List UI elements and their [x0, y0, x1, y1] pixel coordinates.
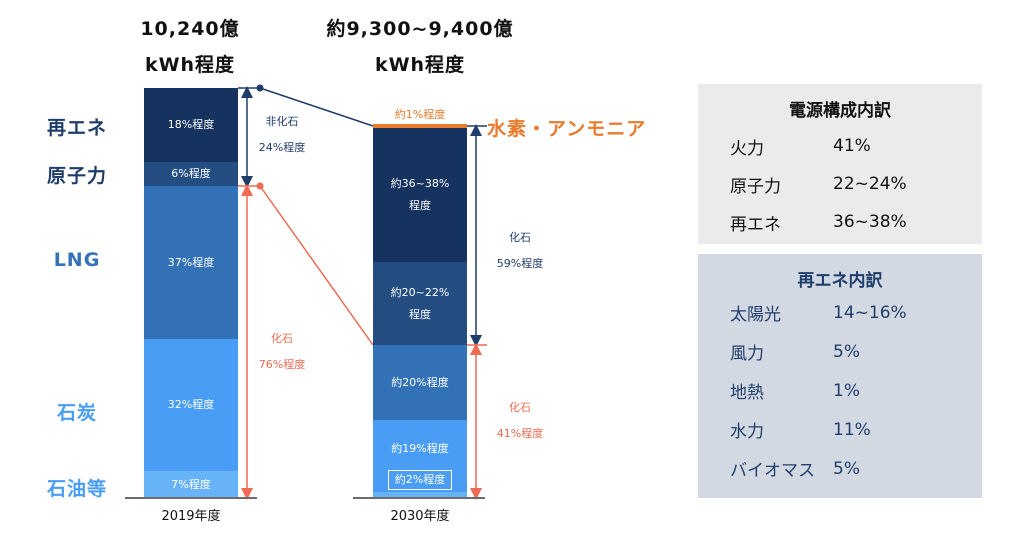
bar-2030: 約36~38% 程度 約20~22% 程度 約20%程度 約19%程度	[373, 124, 467, 498]
baseline-2019	[125, 497, 257, 499]
year-label-2019: 2019年度	[161, 509, 221, 524]
segment-lng-2030: 約20%程度	[373, 345, 467, 420]
category-oil: 石油等	[46, 478, 107, 500]
segment-nuclear-2030: 約20~22% 程度	[373, 262, 467, 345]
row-value: 5%	[833, 458, 860, 479]
row-value: 22~24%	[833, 174, 907, 194]
bar-2019: 18%程度 6%程度 37%程度 32%程度 7%程度	[144, 88, 238, 498]
segment-label: 程度	[409, 199, 431, 212]
panel-row: 風力 5%	[698, 332, 982, 371]
category-coal: 石炭	[56, 402, 97, 424]
annotation-value: 59%程度	[496, 257, 544, 270]
row-value: 41%	[833, 136, 871, 156]
annotation-fossil-2030: 化石 41%程度	[490, 395, 550, 447]
row-value: 11%	[833, 419, 871, 440]
segment-label: 約20%程度	[391, 375, 449, 389]
segment-label: 18%程度	[167, 118, 215, 131]
segment-label: 約19%程度	[391, 442, 449, 455]
row-key: バイオマス	[730, 461, 815, 481]
label-hydrogen-2030: 約1%程度	[394, 108, 446, 121]
annotation-value: 76%程度	[258, 358, 306, 371]
total-2019-line1: 10,240億	[140, 18, 240, 40]
panel-renewable-title: 再エネ内訳	[797, 271, 883, 291]
baseline-2030	[353, 497, 485, 499]
category-renewable: 再エネ	[46, 117, 107, 139]
segment-label: 程度	[409, 307, 431, 321]
category-nuclear: 原子力	[46, 165, 107, 187]
panel-row: 太陽光 14~16%	[698, 293, 982, 332]
row-key: 再エネ	[730, 214, 781, 235]
annotation-label: 化石	[271, 332, 293, 345]
panel-power-mix-title: 電源構成内訳	[789, 101, 891, 121]
panel-power-mix: 電源構成内訳 火力 41% 原子力 22~24% 再エネ 36~38%	[698, 84, 982, 244]
row-value: 36~38%	[833, 212, 907, 232]
row-key: 火力	[730, 138, 764, 159]
category-hydrogen: 水素・アンモニア	[487, 118, 647, 140]
segment-renewable-2019: 18%程度	[144, 88, 238, 162]
annotation-value: 24%程度	[258, 141, 306, 154]
segment-oil-2019: 7%程度	[144, 471, 238, 498]
segment-label: 37%程度	[167, 255, 215, 269]
row-value: 5%	[833, 341, 860, 362]
annotation-upper-2030: 化石 59%程度	[490, 225, 550, 277]
segment-coal-2019: 32%程度	[144, 339, 238, 471]
panel-row: 再エネ 36~38%	[698, 203, 982, 241]
panel-row: 原子力 22~24%	[698, 165, 982, 203]
category-lng: LNG	[53, 249, 101, 271]
segment-label: 7%程度	[171, 477, 211, 491]
segment-hydrogen-2030	[373, 124, 467, 128]
segment-nuclear-2019: 6%程度	[144, 162, 238, 186]
segment-lng-2019: 37%程度	[144, 186, 238, 339]
segment-label: 6%程度	[171, 167, 211, 180]
row-key: 水力	[730, 422, 764, 442]
panel-row: 水力 11%	[698, 410, 982, 449]
row-value: 14~16%	[833, 302, 907, 323]
total-2019-line2: kWh程度	[144, 54, 236, 76]
annotation-label: 非化石	[265, 115, 299, 128]
row-value: 1%	[833, 380, 860, 401]
row-key: 太陽光	[730, 305, 781, 325]
total-2030-line1: 約9,300~9,400億	[326, 18, 514, 40]
annotation-label: 化石	[509, 401, 531, 414]
total-2030-line2: kWh程度	[374, 54, 466, 76]
panel-row: 地熱 1%	[698, 371, 982, 410]
annotation-value: 41%程度	[496, 427, 544, 440]
annotation-nonfossil-2019: 非化石 24%程度	[252, 109, 312, 161]
callout-oil-2030: 約2%程度	[388, 470, 452, 490]
row-key: 地熱	[730, 383, 764, 403]
segment-label: 32%程度	[167, 398, 215, 411]
segment-oil-2030	[373, 492, 467, 498]
segment-renewable-2030: 約36~38% 程度	[373, 128, 467, 262]
segment-label: 約36~38%	[390, 177, 450, 190]
panel-row: 火力 41%	[698, 127, 982, 165]
panel-renewable-breakdown: 再エネ内訳 太陽光 14~16% 風力 5% 地熱 1% 水力 11% バイオマ…	[698, 254, 982, 498]
row-key: 風力	[730, 344, 764, 364]
year-label-2030: 2030年度	[390, 509, 450, 524]
annotation-label: 化石	[509, 231, 531, 244]
annotation-fossil-2019: 化石 76%程度	[252, 326, 312, 378]
segment-label: 約20~22%	[390, 285, 450, 299]
row-key: 原子力	[730, 176, 781, 197]
panel-row: バイオマス 5%	[698, 449, 982, 488]
